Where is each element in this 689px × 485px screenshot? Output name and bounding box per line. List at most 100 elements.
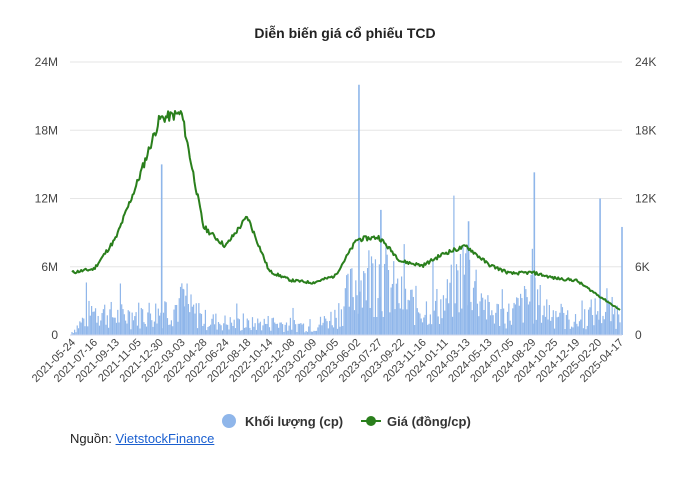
volume-bar — [527, 304, 530, 335]
volume-bar — [329, 320, 331, 335]
volume-bar — [195, 303, 197, 335]
volume-bar — [450, 264, 452, 335]
volume-bar — [361, 307, 363, 335]
volume-bar — [196, 328, 199, 335]
volume-bar — [325, 318, 327, 335]
volume-bar — [520, 293, 522, 335]
source-link[interactable]: VietstockFinance — [115, 431, 215, 446]
volume-bar — [589, 307, 591, 335]
volume-bar — [123, 314, 125, 335]
volume-bar — [582, 328, 584, 335]
volume-bar — [347, 273, 349, 335]
volume-bar — [399, 308, 401, 335]
volume-bar — [254, 323, 256, 335]
volume-bar — [100, 320, 102, 335]
volume-bar — [595, 314, 598, 335]
volume-peak-bar — [533, 172, 536, 335]
volume-bar — [489, 315, 492, 335]
volume-bar — [428, 323, 430, 335]
volume-bar — [279, 322, 281, 335]
volume-bar — [122, 309, 124, 335]
volume-bar — [516, 297, 518, 335]
volume-bar — [296, 332, 298, 335]
volume-bar — [152, 326, 154, 335]
volume-bar — [162, 312, 165, 335]
volume-bar — [309, 319, 311, 335]
volume-bar — [268, 327, 271, 335]
volume-bar — [454, 303, 456, 335]
volume-bar — [385, 247, 387, 335]
volume-bar — [611, 296, 613, 335]
volume-bar — [202, 326, 204, 335]
volume-bar — [530, 274, 532, 335]
volume-bar — [561, 307, 564, 335]
volume-bar — [326, 321, 328, 335]
volume-bar — [548, 305, 550, 335]
volume-bar — [342, 325, 344, 335]
volume-bar — [140, 307, 142, 335]
volume-bar — [585, 329, 587, 335]
volume-bar — [233, 319, 235, 335]
volume-bar — [346, 275, 348, 335]
volume-bar — [165, 302, 167, 335]
volume-bar — [298, 323, 301, 335]
volume-bar — [211, 318, 213, 335]
volume-bar — [429, 314, 431, 335]
volume-bar — [109, 309, 111, 335]
volume-bar — [394, 309, 396, 335]
volume-bar — [500, 309, 502, 335]
volume-bar — [263, 318, 265, 335]
volume-bar — [128, 311, 131, 335]
volume-bar — [491, 310, 493, 335]
volume-bar — [278, 327, 280, 335]
volume-bar — [331, 325, 333, 335]
volume-bar — [300, 323, 302, 335]
volume-bar — [538, 305, 540, 335]
volume-bar — [420, 318, 422, 335]
volume-bar — [322, 322, 324, 335]
volume-bar — [573, 321, 575, 335]
volume-bar — [204, 309, 207, 335]
volume-bar — [619, 322, 621, 335]
volume-bar — [586, 325, 588, 335]
volume-bar — [259, 321, 261, 335]
volume-bar — [164, 301, 166, 335]
volume-bar — [610, 321, 612, 335]
volume-bar — [551, 317, 553, 335]
volume-bar — [198, 303, 200, 335]
volume-bar — [368, 250, 370, 335]
volume-bar — [529, 301, 531, 335]
left-tick-label: 12M — [35, 192, 58, 206]
volume-bar — [295, 324, 297, 335]
volume-bar — [559, 312, 561, 335]
volume-bar — [564, 329, 566, 335]
volume-bar — [353, 310, 356, 335]
volume-bar — [177, 321, 179, 335]
volume-bar — [127, 310, 129, 335]
volume-bar — [110, 301, 112, 335]
volume-bar — [264, 323, 267, 335]
volume-bar — [449, 282, 451, 335]
legend-volume-marker — [222, 414, 236, 428]
volume-bar — [576, 323, 578, 335]
volume-bar — [593, 325, 595, 335]
volume-bar — [419, 313, 421, 335]
volume-bar — [313, 330, 315, 335]
volume-bar — [606, 288, 608, 335]
volume-bar — [83, 318, 85, 335]
volume-bar — [376, 316, 378, 335]
volume-bar — [291, 329, 293, 335]
volume-bar — [531, 248, 533, 335]
volume-bar — [521, 298, 523, 335]
volume-bar — [151, 320, 153, 335]
legend: Khối lượng (cp) Giá (đồng/cp) — [222, 414, 471, 429]
legend-item-price[interactable]: Giá (đồng/cp) — [361, 414, 471, 429]
volume-bar — [284, 324, 286, 335]
volume-bar — [71, 331, 73, 335]
volume-bar — [81, 317, 84, 335]
volume-bar — [330, 311, 332, 335]
volume-bar — [417, 312, 420, 335]
legend-item-volume[interactable]: Khối lượng (cp) — [222, 414, 343, 429]
volume-bar — [406, 309, 408, 335]
volume-bar — [552, 310, 554, 335]
